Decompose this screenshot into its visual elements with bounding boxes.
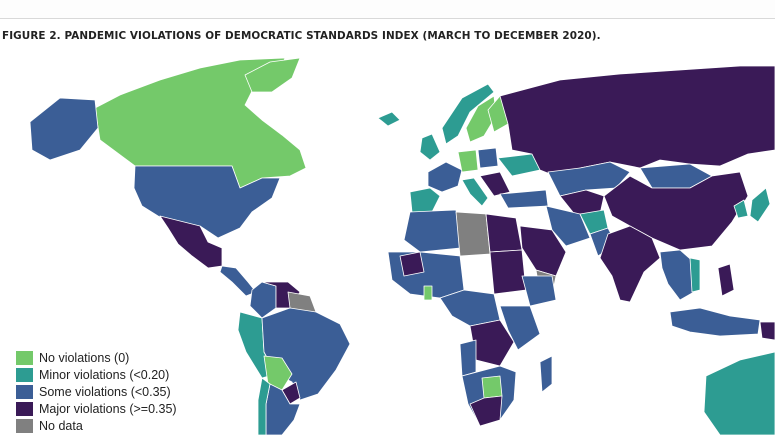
- legend-label: Some violations (<0.35): [39, 384, 171, 399]
- region-angola: [459, 339, 477, 377]
- region-japan: [749, 187, 771, 223]
- legend-swatch: [16, 350, 33, 365]
- legend-item-some-violations: Some violations (<0.35): [16, 383, 206, 400]
- region-france: [427, 161, 463, 193]
- legend-item-no-data: No data: [16, 417, 206, 434]
- region-ethiopia: [521, 275, 557, 307]
- legend: No violations (0) Minor violations (<0.2…: [16, 347, 206, 434]
- region-balkans: [479, 171, 511, 197]
- world-map: [29, 57, 775, 435]
- region-germany: [457, 149, 479, 173]
- region-madagascar: [539, 355, 553, 393]
- legend-item-no-violations: No violations (0): [16, 349, 206, 366]
- region-russia: [499, 65, 775, 179]
- region-colombia: [249, 281, 277, 319]
- region-mali: [399, 251, 425, 277]
- legend-label: No data: [39, 418, 83, 433]
- region-png: [759, 321, 775, 341]
- region-ghana: [423, 285, 433, 301]
- region-bolivia: [263, 355, 293, 391]
- region-central-africa: [439, 289, 501, 327]
- region-east-africa: [499, 305, 541, 351]
- legend-label: Minor violations (<0.20): [39, 367, 170, 382]
- region-mexico: [159, 215, 223, 269]
- region-botswana: [481, 375, 503, 399]
- figure-title: FIGURE 2. PANDEMIC VIOLATIONS OF DEMOCRA…: [2, 30, 601, 42]
- legend-label: Major violations (>=0.35): [39, 401, 177, 416]
- legend-label: No violations (0): [39, 350, 130, 365]
- legend-swatch: [16, 418, 33, 433]
- legend-swatch: [16, 401, 33, 416]
- region-poland: [477, 147, 499, 169]
- region-central-america: [219, 265, 257, 297]
- region-greenland: [244, 57, 301, 93]
- region-sudan: [489, 249, 527, 295]
- region-maghreb: [403, 209, 461, 253]
- region-south-africa: [469, 395, 503, 427]
- region-turkey: [499, 189, 549, 209]
- region-india: [599, 225, 661, 303]
- region-norway: [441, 83, 495, 145]
- region-indonesia: [669, 307, 761, 337]
- region-australia: [703, 351, 775, 435]
- region-libya: [455, 211, 491, 257]
- legend-swatch: [16, 384, 33, 399]
- region-iceland: [377, 111, 401, 127]
- legend-item-major-violations: Major violations (>=0.35): [16, 400, 206, 417]
- region-southeast-asia: [659, 249, 697, 301]
- region-iran: [545, 205, 591, 247]
- region-italy: [461, 177, 489, 207]
- region-iberia: [409, 187, 441, 213]
- region-alaska: [29, 97, 99, 161]
- legend-swatch: [16, 367, 33, 382]
- region-philippines: [717, 263, 735, 297]
- region-korea: [733, 199, 749, 219]
- region-chile: [257, 377, 271, 435]
- legend-item-minor-violations: Minor violations (<0.20): [16, 366, 206, 383]
- region-uk: [419, 133, 441, 161]
- region-egypt: [485, 213, 523, 253]
- page-top-rule: [0, 0, 775, 19]
- region-vietnam: [689, 257, 701, 293]
